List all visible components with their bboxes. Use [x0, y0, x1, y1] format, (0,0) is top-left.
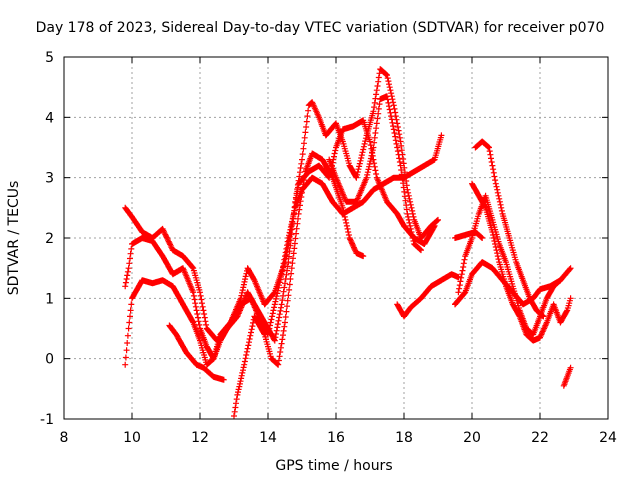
series-track-4 [166, 322, 227, 383]
x-tick-label: 20 [463, 430, 481, 446]
series-markers [469, 180, 574, 344]
series-markers [394, 271, 462, 320]
series-markers [166, 322, 227, 383]
series-track-3 [122, 132, 445, 368]
series-markers [231, 150, 367, 419]
series-markers [472, 138, 547, 320]
y-tick-label: 1 [45, 291, 54, 307]
series-markers [326, 93, 424, 254]
series-track-13 [452, 229, 486, 241]
series-track-6 [326, 93, 424, 254]
x-tick-label: 8 [60, 430, 69, 446]
x-tick-label: 24 [599, 430, 617, 446]
y-tick-label: 4 [45, 110, 54, 126]
series-markers [122, 132, 445, 368]
series-markers [452, 229, 486, 241]
y-tick-label: 5 [45, 50, 54, 66]
series-track-10 [469, 180, 574, 344]
series-track-11 [472, 138, 547, 320]
data-marks [122, 66, 574, 419]
y-tick-label: -1 [40, 412, 54, 428]
y-tick-label: 0 [45, 352, 54, 368]
x-tick-label: 18 [395, 430, 413, 446]
y-tick-label: 3 [45, 171, 54, 187]
series-track-7 [394, 271, 462, 320]
x-tick-label: 22 [531, 430, 549, 446]
series-track-12 [560, 364, 574, 389]
chart-title: Day 178 of 2023, Sidereal Day-to-day VTE… [36, 20, 605, 36]
series-markers [560, 364, 574, 389]
x-tick-label: 14 [259, 430, 277, 446]
series-track-5 [231, 150, 367, 419]
x-tick-label: 10 [123, 430, 141, 446]
x-tick-label: 16 [327, 430, 345, 446]
y-tick-label: 2 [45, 231, 54, 247]
x-axis-label: GPS time / hours [275, 458, 392, 474]
y-axis-label: SDTVAR / TECUs [6, 181, 22, 296]
x-tick-label: 12 [191, 430, 209, 446]
